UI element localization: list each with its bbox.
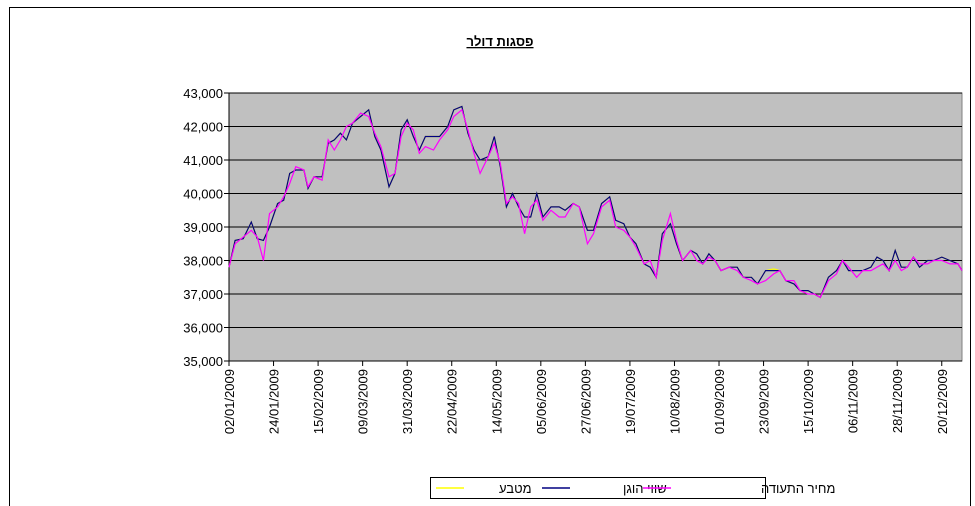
x-tick-label: 09/03/2009: [356, 369, 371, 434]
y-tick-label: 43,000: [183, 86, 223, 101]
x-tick-label: 01/09/2009: [712, 369, 727, 434]
x-tick-label: 15/10/2009: [801, 369, 816, 434]
x-tick-label: 02/01/2009: [222, 369, 237, 434]
x-tick-label: 19/07/2009: [623, 369, 638, 434]
y-tick-label: 39,000: [183, 220, 223, 235]
y-tick-label: 40,000: [183, 187, 223, 202]
x-tick-label: 31/03/2009: [400, 369, 415, 434]
x-tick-label: 14/05/2009: [489, 369, 504, 434]
y-tick-label: 38,000: [183, 254, 223, 269]
y-tick-label: 35,000: [183, 354, 223, 369]
legend-box: [430, 477, 766, 499]
chart-title: פסגות דולר: [466, 34, 533, 49]
x-tick-label: 24/01/2009: [267, 369, 282, 434]
y-tick-label: 42,000: [183, 120, 223, 135]
x-tick-label: 23/09/2009: [757, 369, 772, 434]
y-tick-label: 41,000: [183, 153, 223, 168]
x-tick-label: 05/06/2009: [534, 369, 549, 434]
x-tick-label: 15/02/2009: [311, 369, 326, 434]
y-tick-label: 36,000: [183, 321, 223, 336]
legend-label: מחיר התעודה: [761, 481, 835, 496]
x-tick-label: 28/11/2009: [890, 369, 905, 433]
x-tick-label: 06/11/2009: [846, 369, 861, 433]
x-tick-label: 27/06/2009: [578, 369, 593, 434]
x-tick-label: 22/04/2009: [445, 369, 460, 434]
y-tick-label: 37,000: [183, 287, 223, 302]
x-tick-label: 20/12/2009: [935, 369, 950, 434]
legend-label: מטבע: [499, 481, 532, 496]
legend: מטבע שווי הוגן מחיר התעודה: [430, 477, 835, 499]
series-line: [228, 108, 963, 299]
x-tick-label: 10/08/2009: [667, 369, 682, 434]
